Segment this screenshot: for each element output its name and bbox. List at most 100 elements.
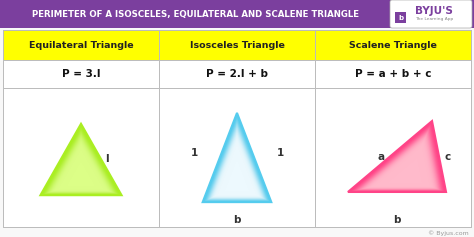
Polygon shape xyxy=(226,161,248,191)
Polygon shape xyxy=(388,160,421,183)
Polygon shape xyxy=(203,113,271,202)
Polygon shape xyxy=(75,173,87,184)
Polygon shape xyxy=(371,143,432,187)
Polygon shape xyxy=(383,154,425,185)
Polygon shape xyxy=(54,143,108,191)
Polygon shape xyxy=(406,176,410,180)
Polygon shape xyxy=(212,132,262,198)
Polygon shape xyxy=(229,170,245,189)
Bar xyxy=(3,30,471,227)
Polygon shape xyxy=(380,152,426,185)
Polygon shape xyxy=(61,153,101,189)
Text: b: b xyxy=(233,215,241,225)
Text: BYJU'S: BYJU'S xyxy=(415,6,453,16)
Polygon shape xyxy=(226,163,248,191)
Polygon shape xyxy=(67,163,94,187)
Text: b: b xyxy=(393,215,401,225)
Polygon shape xyxy=(353,126,443,191)
Polygon shape xyxy=(50,137,112,192)
Polygon shape xyxy=(223,157,251,192)
Polygon shape xyxy=(59,151,103,189)
Polygon shape xyxy=(227,164,247,191)
Polygon shape xyxy=(361,134,438,189)
Polygon shape xyxy=(45,131,117,194)
Polygon shape xyxy=(352,125,444,191)
Polygon shape xyxy=(228,168,246,190)
Polygon shape xyxy=(385,157,423,184)
Polygon shape xyxy=(390,161,420,183)
Polygon shape xyxy=(48,134,114,193)
Polygon shape xyxy=(358,131,440,190)
Polygon shape xyxy=(392,164,419,182)
Polygon shape xyxy=(211,131,263,198)
Polygon shape xyxy=(57,147,105,190)
Polygon shape xyxy=(72,169,91,185)
Text: c: c xyxy=(444,151,450,161)
Polygon shape xyxy=(383,155,424,184)
Polygon shape xyxy=(77,176,85,183)
Polygon shape xyxy=(52,140,110,191)
Polygon shape xyxy=(402,173,412,180)
Polygon shape xyxy=(387,159,422,183)
Polygon shape xyxy=(40,124,121,195)
Polygon shape xyxy=(359,132,439,190)
Polygon shape xyxy=(227,165,247,190)
Polygon shape xyxy=(234,178,240,187)
Polygon shape xyxy=(43,128,119,194)
Polygon shape xyxy=(224,158,250,192)
Polygon shape xyxy=(208,124,266,200)
Polygon shape xyxy=(392,163,419,183)
Polygon shape xyxy=(221,152,253,193)
Polygon shape xyxy=(80,181,82,182)
Bar xyxy=(3,60,159,88)
Polygon shape xyxy=(45,130,118,194)
Polygon shape xyxy=(210,130,264,198)
Polygon shape xyxy=(55,144,108,191)
Polygon shape xyxy=(230,171,244,189)
Polygon shape xyxy=(216,141,258,196)
Polygon shape xyxy=(372,144,431,187)
Polygon shape xyxy=(46,132,116,193)
Polygon shape xyxy=(53,141,109,191)
Polygon shape xyxy=(57,148,105,190)
Bar xyxy=(315,60,471,88)
Polygon shape xyxy=(399,169,415,181)
Polygon shape xyxy=(64,157,99,188)
Polygon shape xyxy=(355,128,442,191)
Polygon shape xyxy=(366,138,435,188)
Polygon shape xyxy=(235,182,239,187)
Polygon shape xyxy=(401,172,413,181)
Polygon shape xyxy=(64,158,98,187)
Polygon shape xyxy=(55,145,107,190)
Polygon shape xyxy=(218,146,256,195)
Polygon shape xyxy=(215,138,259,196)
Text: Isosceles Triangle: Isosceles Triangle xyxy=(190,41,284,50)
Polygon shape xyxy=(206,119,268,201)
Polygon shape xyxy=(78,178,84,183)
Polygon shape xyxy=(49,137,113,192)
Polygon shape xyxy=(231,174,243,188)
Polygon shape xyxy=(386,158,422,184)
Text: P = 3.l: P = 3.l xyxy=(62,69,100,79)
Polygon shape xyxy=(362,135,438,189)
Polygon shape xyxy=(222,154,252,193)
Polygon shape xyxy=(210,129,264,199)
Polygon shape xyxy=(215,140,259,196)
Polygon shape xyxy=(217,143,257,195)
Polygon shape xyxy=(370,142,432,187)
Polygon shape xyxy=(235,181,239,187)
Text: 1: 1 xyxy=(191,149,198,159)
Polygon shape xyxy=(377,149,428,186)
Polygon shape xyxy=(374,146,430,186)
Polygon shape xyxy=(70,167,92,186)
Polygon shape xyxy=(393,164,418,182)
Polygon shape xyxy=(229,169,245,190)
Bar xyxy=(159,88,315,227)
Polygon shape xyxy=(207,123,267,200)
Polygon shape xyxy=(356,129,441,190)
Text: The Learning App: The Learning App xyxy=(415,17,453,21)
Text: P = a + b + c: P = a + b + c xyxy=(355,69,431,79)
Text: PERIMETER OF A ISOSCELES, EQUILATERAL AND SCALENE TRIANGLE: PERIMETER OF A ISOSCELES, EQUILATERAL AN… xyxy=(33,9,359,18)
Polygon shape xyxy=(401,171,414,181)
Polygon shape xyxy=(382,153,426,185)
